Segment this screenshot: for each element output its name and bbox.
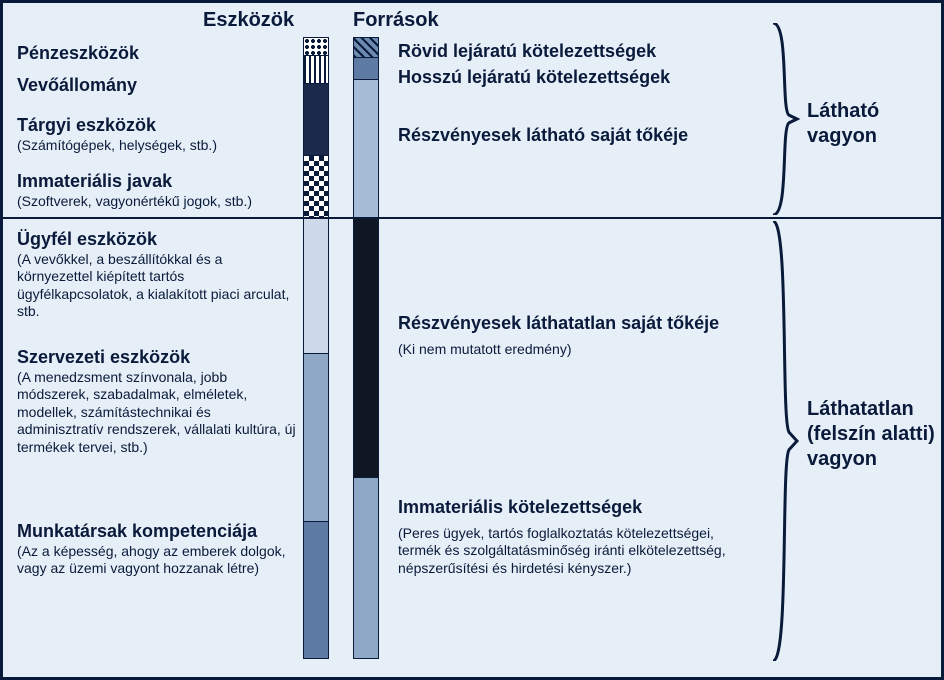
- caption-invisible-1: Láthatatlan: [807, 398, 914, 420]
- left-label-sub: (A menedzsment színvonala, jobb módszere…: [17, 369, 297, 457]
- left-label-title: Tárgyi eszközök: [17, 115, 297, 137]
- left-label-sub: (Az a képesség, ahogy az emberek dolgok,…: [17, 543, 297, 578]
- right-label-1: Hosszú lejáratú kötelezettségek: [398, 67, 758, 89]
- bar-segment: [304, 56, 328, 84]
- bar-segment: [304, 218, 328, 354]
- brace-visible: [771, 23, 801, 215]
- right-label-0: Rövid lejáratú kötelezettségek: [398, 41, 758, 63]
- left-label-3: Immateriális javak(Szoftverek, vagyonért…: [17, 171, 297, 210]
- assets-bar: [303, 37, 329, 659]
- bar-segment: [304, 38, 328, 56]
- caption-visible-2: vagyon: [807, 125, 877, 147]
- header-right: Források: [353, 9, 439, 32]
- liabilities-bar: [353, 37, 379, 659]
- bar-segment: [304, 84, 328, 156]
- right-label-title: Hosszú lejáratú kötelezettségek: [398, 67, 758, 89]
- left-label-title: Szervezeti eszközök: [17, 347, 297, 369]
- left-label-title: Pénzeszközök: [17, 43, 297, 65]
- bar-segment: [354, 38, 378, 58]
- right-label-sub: (Peres ügyek, tartós foglalkoztatás köte…: [398, 525, 758, 578]
- right-label-title: Immateriális kötelezettségek: [398, 497, 758, 519]
- bar-segment: [354, 58, 378, 80]
- left-label-title: Vevőállomány: [17, 75, 297, 97]
- right-label-3: Részvényesek láthatatlan saját tőkéje (Ki…: [398, 313, 758, 358]
- caption-visible: Látható vagyon: [807, 99, 879, 149]
- right-label-title: Részvényesek látható saját tőkéje: [398, 125, 758, 147]
- left-label-sub: (Szoftverek, vagyonértékű jogok, stb.): [17, 193, 297, 211]
- caption-invisible: Láthatatlan (felszín alatti) vagyon: [807, 397, 935, 472]
- right-label-title: Részvényesek láthatatlan saját tőkéje: [398, 313, 758, 335]
- left-label-0: Pénzeszközök: [17, 43, 297, 65]
- header-left: Eszközök: [203, 9, 294, 32]
- left-label-sub: (Számítógépek, helységek, stb.): [17, 137, 297, 155]
- caption-invisible-2: (felszín alatti): [807, 423, 935, 445]
- right-label-4: Immateriális kötelezettségek (Peres ügyek…: [398, 497, 758, 577]
- diagram-frame: Eszközök Források Pénzeszközök Vevőállomá…: [0, 0, 944, 680]
- left-label-2: Tárgyi eszközök(Számítógépek, helységek,…: [17, 115, 297, 154]
- bar-segment: [304, 354, 328, 522]
- caption-invisible-3: vagyon: [807, 448, 877, 470]
- left-label-6: Munkatársak kompetenciája(Az a képesség,…: [17, 521, 297, 578]
- bar-segment: [304, 156, 328, 218]
- bar-segment: [354, 478, 378, 658]
- left-label-title: Ügyfél eszközök: [17, 229, 297, 251]
- bar-segment: [304, 522, 328, 658]
- left-label-1: Vevőállomány: [17, 75, 297, 97]
- right-label-sub: (Ki nem mutatott eredmény): [398, 341, 758, 359]
- right-label-2: Részvényesek látható saját tőkéje: [398, 125, 758, 147]
- visible-invisible-divider: [3, 217, 943, 219]
- left-label-sub: (A vevőkkel, a beszállítókkal és a körny…: [17, 251, 297, 321]
- left-label-title: Immateriális javak: [17, 171, 297, 193]
- left-label-title: Munkatársak kompetenciája: [17, 521, 297, 543]
- bar-segment: [354, 80, 378, 218]
- left-label-5: Szervezeti eszközök(A menedzsment színvo…: [17, 347, 297, 456]
- bar-segment: [354, 218, 378, 478]
- caption-visible-1: Látható: [807, 100, 879, 122]
- brace-invisible: [771, 221, 801, 661]
- left-label-4: Ügyfél eszközök(A vevőkkel, a beszállító…: [17, 229, 297, 321]
- right-label-title: Rövid lejáratú kötelezettségek: [398, 41, 758, 63]
